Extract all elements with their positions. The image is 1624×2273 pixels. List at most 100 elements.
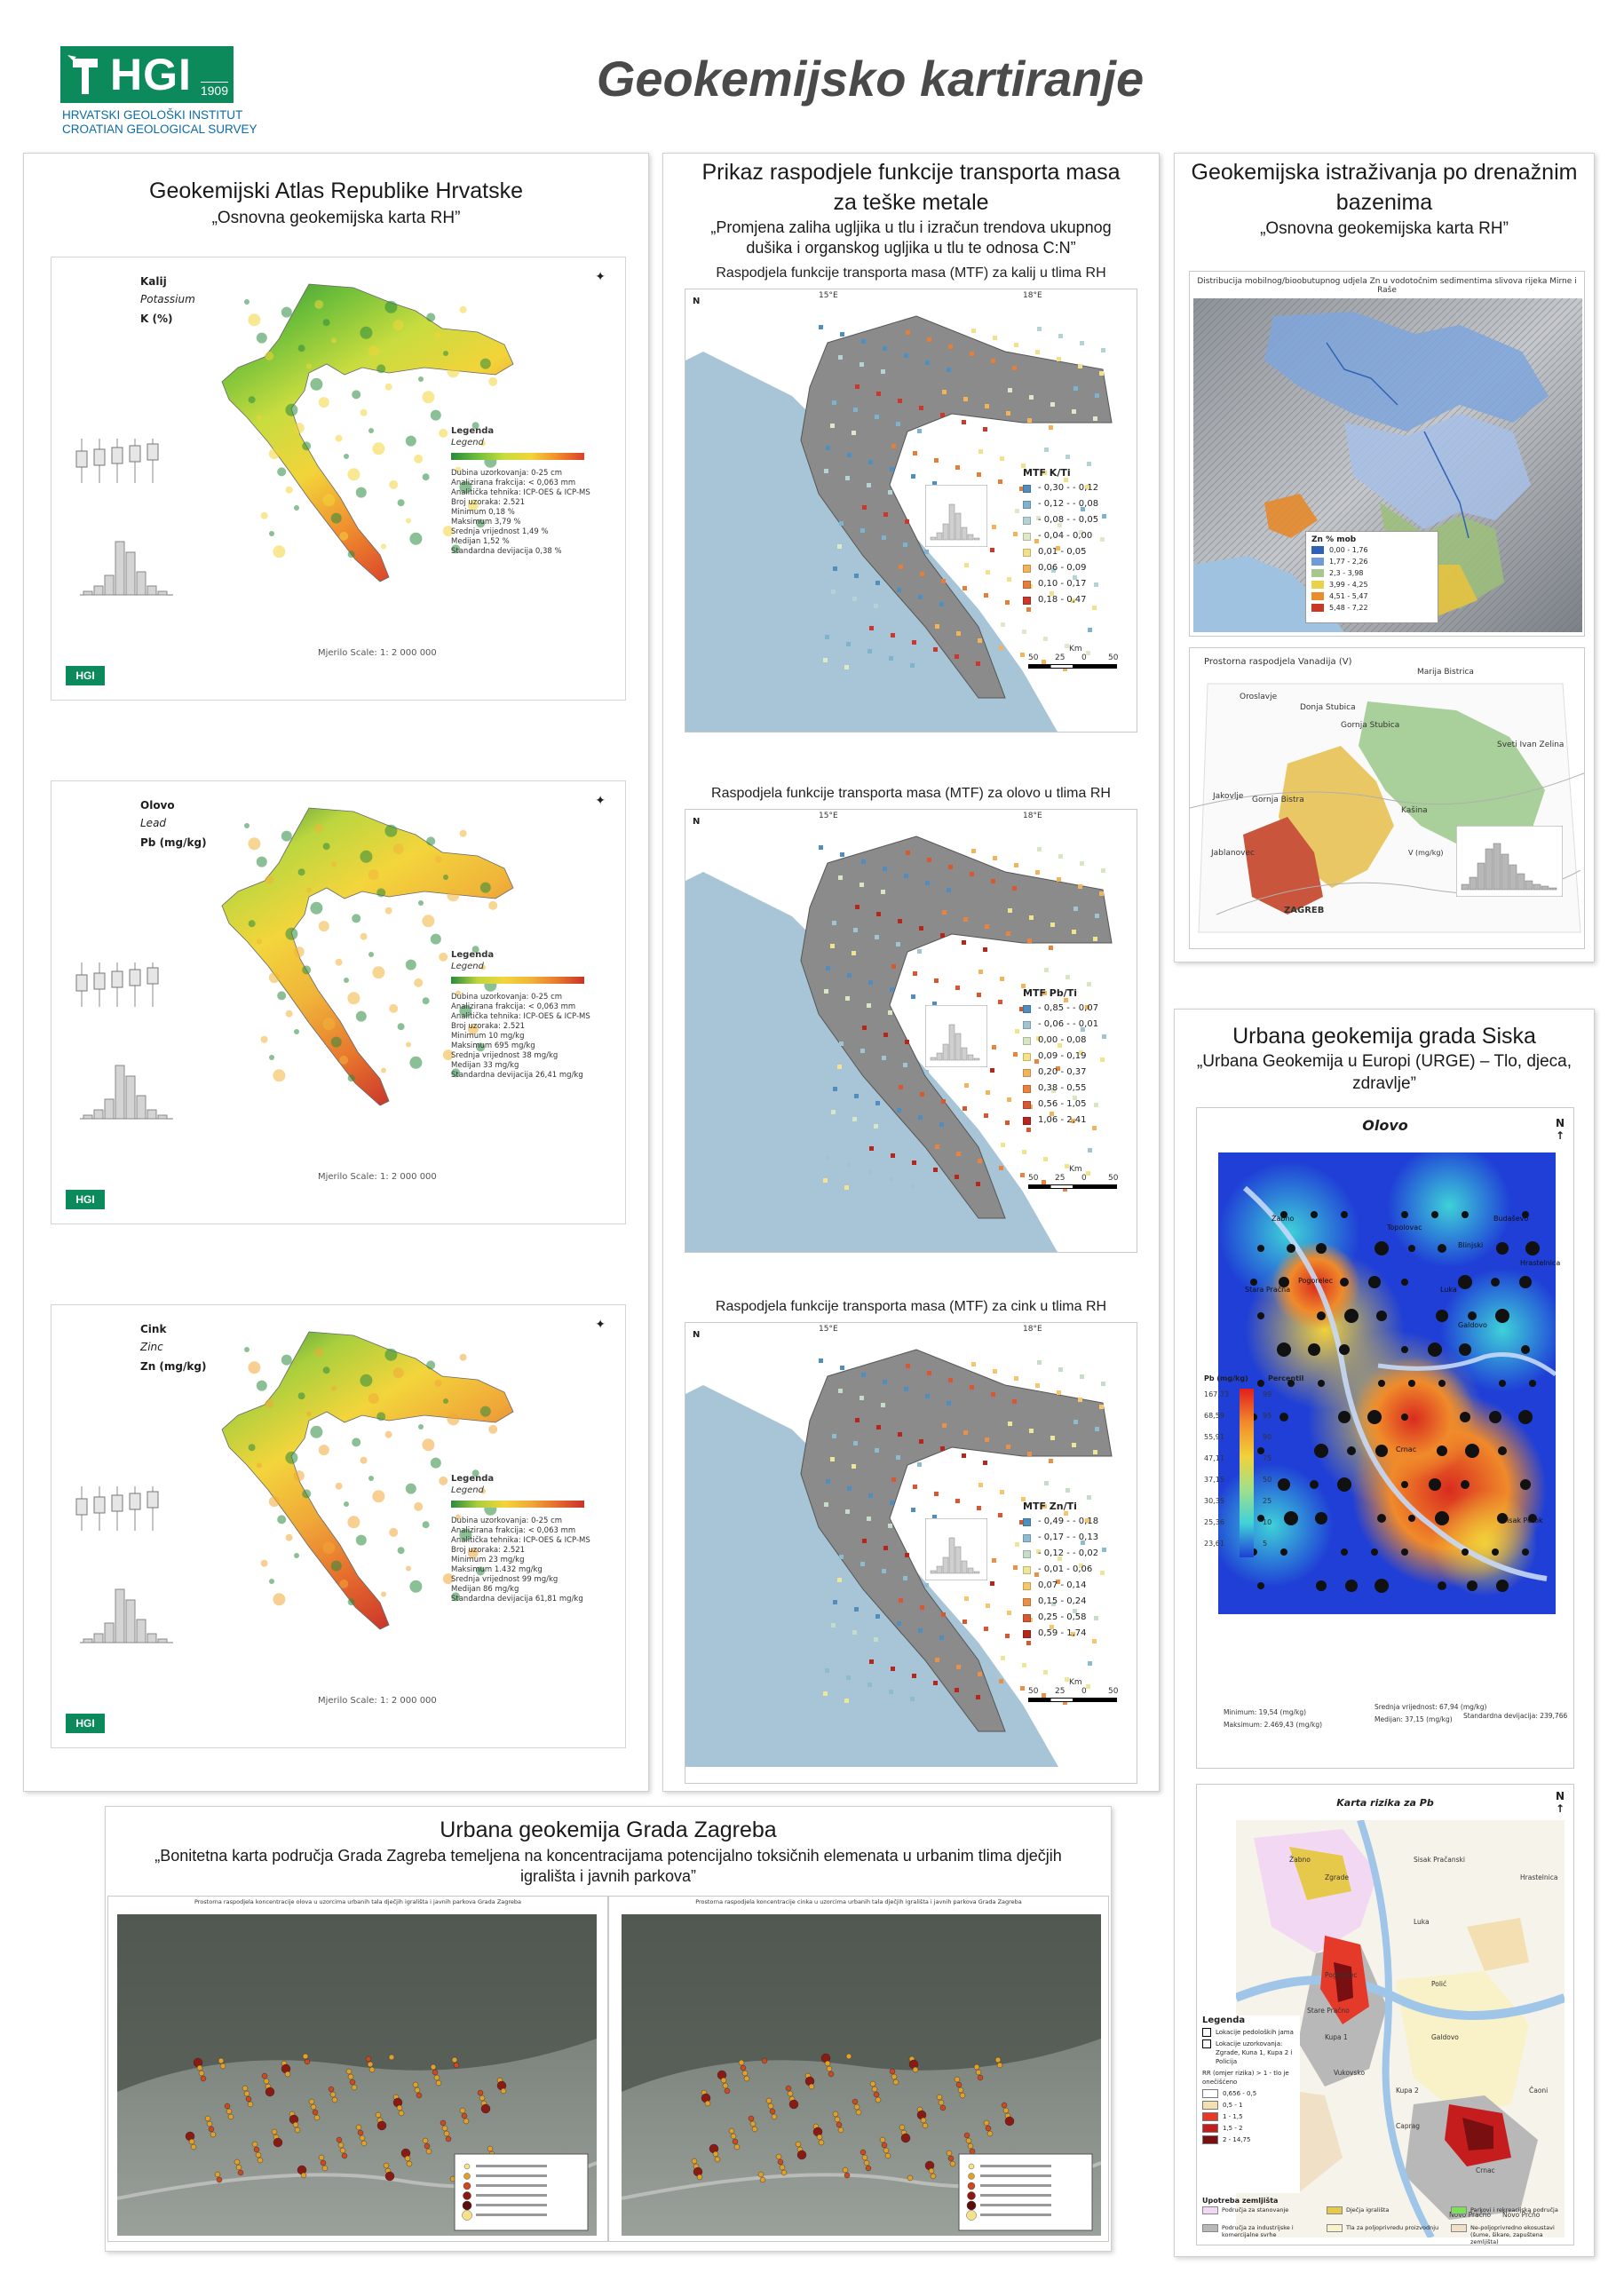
sample-dot	[743, 2075, 750, 2082]
concentration-spot	[248, 313, 261, 327]
concentration-spot	[244, 299, 250, 305]
sample-point	[897, 1621, 901, 1626]
sample-dot	[1438, 1244, 1446, 1253]
sample-point	[919, 926, 923, 931]
sample-point	[998, 1000, 1002, 1004]
legend-label: Ne-poljoprivredno ekosustavi (šume, šika…	[1470, 2224, 1555, 2245]
mtf-map: N 15°E 18°E MTF K/Ti - 0,30 - - 0,12 - 0,12 -…	[685, 289, 1137, 733]
concentration-spot	[339, 1055, 349, 1065]
sample-dot	[720, 2077, 727, 2084]
legend-swatch	[1327, 2224, 1343, 2232]
longitude-tick: 18°E	[1023, 1325, 1042, 1334]
concentration-spot	[314, 823, 324, 833]
legend-label: 0,20 - 0,37	[1038, 1067, 1087, 1077]
sample-point	[1022, 1150, 1026, 1154]
boxplot-box	[93, 1496, 106, 1514]
sample-point	[852, 1117, 857, 1121]
boxplot-box	[75, 974, 88, 992]
scale-tick: 25	[1055, 1174, 1066, 1183]
sample-dot	[728, 2127, 735, 2134]
sample-point	[918, 595, 923, 599]
basin-upper	[1264, 312, 1549, 432]
sample-point	[861, 1373, 866, 1377]
sample-dot	[383, 2162, 390, 2169]
risk-legend-row: 2 - 14,75	[1202, 2135, 1300, 2144]
sample-point	[874, 1637, 878, 1642]
sample-point	[867, 649, 872, 653]
concentration-spot	[381, 1067, 386, 1073]
croatia-map	[221, 1331, 514, 1630]
zagreb-zinc-aerial	[622, 1914, 1101, 2236]
sample-point	[919, 1439, 923, 1444]
sample-point	[1072, 1443, 1076, 1447]
concentration-spot	[265, 875, 274, 884]
legend-label: - 0,49 - - 0,18	[1038, 1517, 1099, 1526]
concentration-spot	[322, 319, 330, 327]
sample-dot	[828, 2071, 835, 2078]
place-label: Crnac	[1396, 1445, 1417, 1453]
concentration-spot	[281, 306, 292, 318]
sample-point	[1071, 1119, 1075, 1123]
sample-dot	[1462, 1548, 1469, 1556]
atlas-panel: Geokemijski Atlas Republike Hrvatske „Os…	[23, 153, 649, 1792]
sample-point	[927, 858, 931, 862]
legend-label: Područja za industrijske i komercijalne …	[1222, 2224, 1294, 2238]
legend-text-line	[476, 2184, 547, 2187]
legend-label: 0,07 - 0,14	[1038, 1580, 1087, 1590]
sample-dot	[949, 2160, 956, 2167]
legend-symbol	[463, 2191, 471, 2200]
sample-point	[1081, 1540, 1085, 1545]
scale-bar-graphic	[1028, 1698, 1117, 1702]
sample-point	[962, 1453, 966, 1458]
concentration-spot	[447, 889, 460, 902]
sample-point	[910, 663, 915, 668]
land-use-row: Područja za stanovanje	[1202, 2206, 1323, 2214]
sample-point	[942, 390, 947, 394]
statistic-line: Maksimum 3,79 %	[451, 518, 521, 527]
sample-point	[933, 1681, 938, 1685]
sample-dot	[1491, 1278, 1500, 1287]
lead-legend-percentile-value: 99	[1263, 1390, 1272, 1398]
sample-point	[906, 851, 910, 855]
concentration-spot	[330, 512, 342, 524]
sample-point	[964, 1596, 969, 1601]
concentration-spot	[360, 408, 368, 416]
concentration-spot	[392, 1367, 404, 1379]
sample-point	[832, 400, 836, 405]
sample-point	[1036, 1036, 1041, 1041]
sample-dot	[1315, 1512, 1327, 1525]
sample-point	[1078, 364, 1082, 368]
sample-dot	[1367, 1410, 1382, 1424]
sample-dot	[477, 2089, 484, 2096]
sample-dot	[777, 2158, 784, 2166]
sample-point	[962, 940, 966, 945]
legend-label: - 0,30 - - 0,12	[1038, 483, 1099, 493]
legend-swatch	[1311, 546, 1324, 554]
concentration-spot	[331, 861, 337, 867]
sample-dot	[237, 2169, 244, 2176]
legend-label: - 0,12 - - 0,08	[1038, 499, 1099, 509]
concentration-spot	[248, 396, 256, 404]
sample-point	[881, 369, 885, 374]
mtf-caption: Raspodjela funkcije transporta masa (MTF…	[716, 265, 1106, 281]
sample-dot	[1428, 1342, 1442, 1357]
mtf-map-canvas	[685, 810, 1137, 1252]
legend-swatch	[1023, 548, 1031, 557]
sample-point	[883, 512, 888, 517]
lead-statistic: Medijan: 37,15 (mg/kg)	[1374, 1715, 1453, 1723]
sample-dot	[785, 2085, 792, 2092]
sample-point	[824, 989, 828, 994]
sample-dot	[834, 2116, 841, 2123]
sample-point	[935, 624, 939, 629]
sample-dot	[955, 2081, 963, 2088]
concentration-spot	[306, 887, 312, 893]
concentration-spot	[310, 901, 323, 915]
sample-dot	[788, 2099, 799, 2110]
histogram-chart	[80, 1588, 173, 1643]
sample-point	[991, 1392, 995, 1397]
sample-point	[1001, 1656, 1005, 1660]
sample-dot	[869, 2080, 876, 2087]
sample-point	[924, 550, 929, 554]
boxplot-box	[93, 448, 106, 466]
sample-dot	[842, 2166, 849, 2174]
